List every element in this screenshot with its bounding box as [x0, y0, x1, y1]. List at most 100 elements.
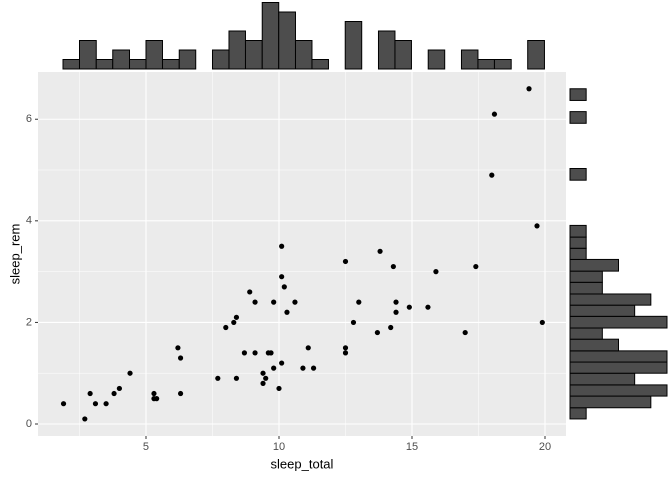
y-tick-label: 6	[26, 113, 32, 125]
histogram-bar	[78, 40, 97, 70]
histogram-bar	[569, 384, 668, 397]
histogram-bar	[460, 49, 479, 70]
histogram-bar	[427, 49, 446, 70]
histogram-bar	[569, 236, 587, 249]
histogram-bar	[129, 59, 147, 70]
point	[284, 309, 290, 315]
x-tick-label: 15	[406, 441, 418, 453]
point	[356, 299, 362, 305]
point	[292, 299, 298, 305]
point	[425, 304, 431, 310]
point	[151, 390, 157, 397]
point	[281, 284, 287, 290]
histogram-bar	[569, 293, 652, 306]
histogram-bar	[569, 304, 636, 317]
point	[82, 416, 88, 422]
point	[374, 329, 381, 336]
point	[92, 401, 99, 407]
grid: 5 10 15 20 0 2 4 6	[26, 72, 566, 453]
point	[534, 223, 540, 229]
y-tick-label: 0	[26, 418, 32, 430]
point	[252, 299, 258, 305]
histogram-bar	[569, 168, 587, 181]
point	[342, 350, 349, 356]
point	[177, 355, 184, 361]
histogram-bar	[569, 407, 587, 420]
point	[433, 269, 439, 275]
histogram-bar	[211, 49, 230, 70]
histogram-bar	[569, 224, 587, 238]
x-tick-label: 5	[143, 441, 149, 453]
point	[489, 172, 495, 178]
histogram-bar	[569, 270, 603, 283]
histogram-bar	[244, 40, 263, 70]
point	[233, 375, 240, 381]
point	[111, 390, 117, 397]
point	[87, 390, 93, 397]
point	[393, 299, 399, 305]
histogram-bar	[161, 59, 180, 70]
point	[241, 350, 248, 356]
marks	[60, 2, 668, 422]
point	[279, 243, 285, 249]
y-axis-title: sleep_rem	[7, 224, 22, 285]
point	[271, 299, 277, 305]
histogram-bar	[62, 59, 80, 70]
histogram-bar	[278, 11, 296, 70]
point	[276, 385, 282, 392]
point	[388, 324, 394, 331]
histogram-bar	[112, 49, 131, 70]
histogram-bar	[569, 258, 619, 272]
point	[310, 365, 317, 371]
histogram-bar	[493, 59, 512, 70]
point	[342, 258, 349, 265]
point	[233, 314, 240, 320]
point	[279, 274, 285, 280]
histogram-bar	[569, 315, 668, 329]
histogram-bar	[394, 40, 412, 70]
y-tick-label: 2	[26, 316, 32, 328]
point	[526, 86, 532, 92]
point	[300, 365, 306, 371]
histogram-bar	[569, 281, 603, 295]
histogram-bar	[477, 59, 495, 70]
point	[473, 263, 479, 270]
y-tick-label: 4	[26, 215, 32, 227]
histogram-bar	[569, 372, 636, 386]
point	[252, 350, 258, 356]
histogram-bar	[569, 327, 603, 340]
histogram-bar	[377, 30, 396, 70]
histogram-bar	[569, 395, 652, 409]
histogram-bar	[569, 88, 587, 101]
x-axis-title: sleep_total	[271, 456, 334, 471]
histogram-bar	[145, 40, 163, 70]
histogram-bar	[344, 21, 363, 70]
point	[247, 289, 253, 295]
point	[260, 380, 266, 386]
point	[175, 345, 181, 351]
point	[539, 319, 545, 326]
point	[260, 370, 266, 376]
point	[60, 401, 67, 407]
histogram-bar	[527, 40, 545, 70]
point	[406, 304, 412, 310]
point	[271, 365, 277, 371]
x-tick-label: 20	[539, 441, 551, 453]
point	[377, 248, 383, 254]
panel	[38, 72, 566, 436]
point	[390, 263, 396, 270]
point	[127, 370, 133, 376]
point	[223, 324, 229, 331]
point	[462, 329, 468, 336]
point	[350, 319, 357, 326]
point	[154, 396, 160, 402]
histogram-bar	[311, 59, 329, 70]
point	[305, 345, 311, 351]
point	[116, 385, 122, 392]
point	[279, 360, 285, 366]
histogram-bar	[569, 361, 668, 374]
point	[263, 375, 269, 381]
histogram-bar	[569, 338, 619, 352]
point	[231, 319, 237, 326]
